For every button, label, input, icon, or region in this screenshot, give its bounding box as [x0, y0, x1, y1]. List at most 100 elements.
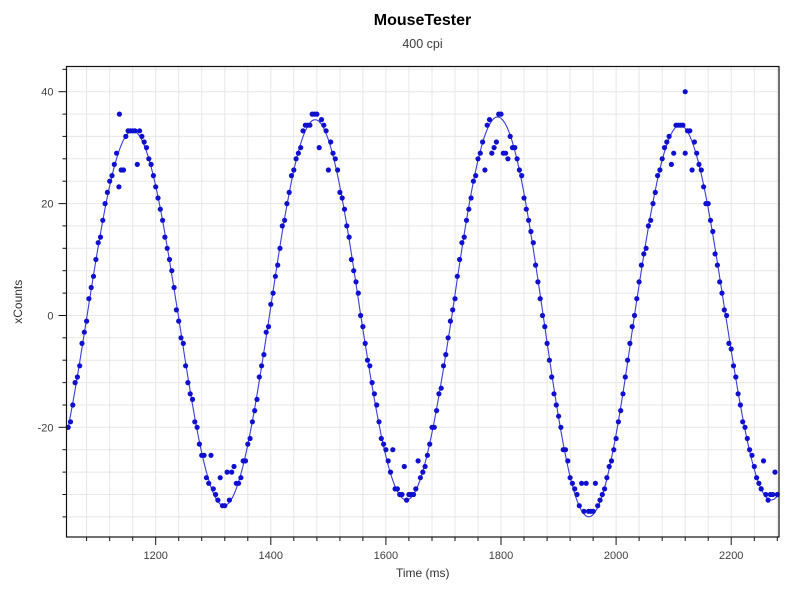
data-point — [461, 234, 467, 240]
data-point — [270, 290, 276, 296]
data-point — [213, 491, 219, 498]
data-point — [162, 234, 168, 240]
data-point — [196, 441, 202, 447]
data-point — [295, 150, 301, 156]
outlier-points — [116, 89, 688, 117]
data-point — [74, 374, 80, 380]
x-tick-label: 1200 — [143, 550, 167, 562]
data-point — [666, 133, 672, 139]
data-point — [185, 380, 191, 386]
chart-title: MouseTester — [373, 12, 472, 29]
data-point — [123, 133, 129, 139]
data-point — [404, 497, 410, 503]
data-point — [714, 262, 721, 268]
data-point — [346, 234, 352, 240]
data-point — [622, 374, 628, 380]
data-point — [394, 486, 400, 492]
data-point — [141, 139, 147, 145]
data-point — [155, 195, 161, 201]
y-tick-label: -20 — [38, 422, 54, 434]
data-point — [712, 251, 718, 257]
data-point — [452, 296, 458, 302]
data-point — [645, 223, 652, 229]
data-point — [519, 173, 525, 179]
data-point — [740, 419, 746, 425]
data-point — [180, 340, 186, 346]
data-point — [387, 469, 394, 475]
data-point — [97, 234, 104, 240]
data-point — [434, 408, 440, 414]
data-point — [272, 273, 278, 279]
data-point — [314, 111, 320, 117]
data-point — [95, 240, 101, 246]
data-point — [300, 128, 306, 134]
data-point — [321, 122, 327, 128]
data-point — [530, 240, 536, 246]
data-point — [551, 391, 557, 397]
data-point — [744, 435, 750, 442]
data-point — [369, 380, 375, 386]
data-point — [307, 122, 313, 128]
data-point — [489, 150, 495, 156]
x-tick-label: 2200 — [719, 550, 743, 562]
data-point — [328, 139, 334, 145]
data-point — [528, 228, 534, 235]
data-point — [631, 312, 638, 319]
y-tick-label: 20 — [41, 199, 53, 211]
data-point — [710, 228, 716, 235]
data-point — [567, 475, 573, 481]
data-point — [102, 201, 108, 207]
data-point — [187, 391, 193, 397]
data-point — [143, 145, 150, 151]
data-point — [533, 262, 539, 268]
data-point — [498, 111, 504, 117]
data-point — [160, 217, 166, 223]
data-point — [459, 240, 465, 246]
data-point — [659, 156, 665, 162]
data-point — [730, 363, 737, 369]
data-point — [629, 324, 635, 330]
data-point — [606, 463, 612, 470]
data-point — [701, 184, 707, 190]
data-point — [664, 139, 670, 145]
data-point — [424, 452, 430, 458]
data-point — [279, 223, 285, 229]
data-point — [613, 435, 619, 442]
data-point — [592, 480, 599, 486]
outlier-point — [116, 111, 122, 117]
data-point — [67, 419, 74, 425]
grid-lines — [66, 66, 779, 537]
data-point — [765, 497, 771, 503]
data-point — [553, 402, 559, 408]
data-point — [650, 201, 656, 207]
data-point — [265, 324, 272, 330]
data-point — [422, 463, 428, 470]
data-point — [178, 335, 184, 341]
data-point — [772, 469, 778, 475]
fit-line — [67, 116, 778, 518]
data-point — [88, 284, 94, 291]
data-point — [139, 133, 145, 139]
data-point — [116, 184, 122, 190]
data-point — [104, 189, 110, 195]
data-point — [107, 178, 113, 184]
data-point — [687, 128, 693, 134]
data-point — [275, 262, 281, 268]
data-point — [192, 419, 198, 425]
data-point — [544, 340, 550, 346]
data-point — [367, 363, 373, 369]
data-point — [611, 447, 617, 453]
data-point — [415, 458, 421, 464]
data-point — [565, 458, 571, 464]
data-point — [417, 475, 423, 481]
data-point — [707, 217, 714, 223]
data-point — [507, 133, 513, 139]
data-point — [261, 352, 267, 358]
data-point — [638, 262, 645, 268]
data-point — [749, 452, 755, 458]
data-point — [252, 408, 258, 414]
data-point — [535, 279, 541, 285]
data-point — [358, 312, 364, 319]
data-point — [763, 491, 769, 498]
